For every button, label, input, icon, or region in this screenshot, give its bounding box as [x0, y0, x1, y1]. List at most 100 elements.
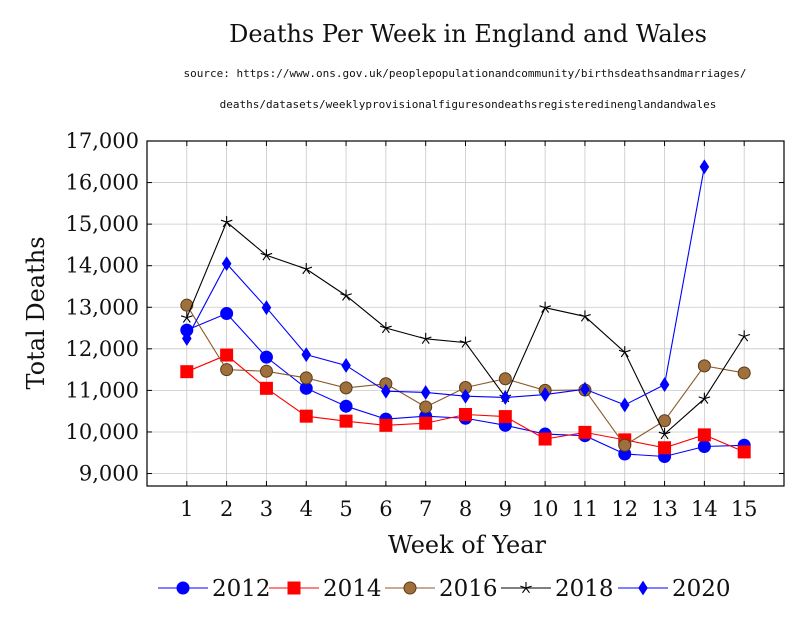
- legend-label: 2018: [555, 576, 614, 602]
- data-point-2016: [220, 363, 234, 377]
- data-point-2020: [580, 381, 590, 397]
- legend-marker: [520, 582, 532, 594]
- y-tick-label: 14,000: [66, 254, 139, 278]
- data-point-2012: [220, 307, 234, 320]
- data-point-2018: [738, 330, 751, 342]
- data-point-2018: [698, 392, 711, 404]
- y-tick-label: 17,000: [66, 129, 139, 153]
- chart-source-line-2: deaths/datasets/weeklyprovisionalfigures…: [220, 98, 717, 111]
- x-axis-ticks: 1 2 3 4 5 6 7 8 9 10 11 12 13 14 15: [180, 141, 758, 521]
- data-point-2018: [220, 216, 233, 228]
- x-tick-label: 2: [220, 497, 233, 521]
- legend-label: 2020: [672, 576, 731, 602]
- data-point-2018: [260, 249, 273, 261]
- data-point-2018: [539, 301, 552, 313]
- data-point-2014: [498, 410, 512, 424]
- data-point-2018: [419, 332, 432, 345]
- y-tick-label: 10,000: [66, 420, 139, 444]
- data-point-2020: [221, 256, 232, 272]
- data-point-2016: [498, 372, 512, 386]
- y-axis-label: Total Deaths: [22, 236, 50, 389]
- data-point-2020: [420, 385, 431, 400]
- x-tick-label: 1: [180, 497, 193, 521]
- data-point-2012: [697, 440, 711, 454]
- legend-label: 2016: [439, 576, 498, 602]
- legend-item-2016: 2016: [385, 576, 498, 602]
- series-layer: [180, 159, 751, 463]
- legend-item-2012: 2012: [158, 576, 271, 602]
- data-point-2018: [579, 310, 591, 322]
- data-point-2012: [339, 399, 353, 413]
- data-point-2014: [737, 445, 751, 459]
- series-2018: [180, 216, 751, 440]
- x-tick-label: 9: [499, 497, 512, 521]
- data-point-2014: [419, 416, 433, 430]
- y-tick-label: 16,000: [66, 171, 139, 195]
- series-2016: [180, 298, 751, 452]
- data-point-2020: [500, 390, 511, 405]
- data-point-2014: [459, 408, 472, 422]
- data-point-2020: [341, 358, 351, 373]
- data-point-2020: [261, 300, 272, 316]
- y-axis-ticks: 9,000 10,000 11,000 12,000 13,000 14,000 15,00…: [66, 129, 784, 486]
- data-point-2016: [737, 366, 751, 380]
- data-point-2014: [379, 418, 393, 432]
- chart-title: Deaths Per Week in England and Wales: [229, 20, 707, 48]
- data-point-2014: [578, 425, 592, 439]
- series-line-2020: [186, 166, 705, 406]
- legend-item-2020: 2020: [618, 576, 731, 602]
- data-point-2020: [659, 377, 670, 392]
- data-point-2012: [259, 350, 273, 364]
- data-point-2018: [618, 346, 631, 358]
- data-point-2018: [459, 336, 472, 348]
- x-axis-label: Week of Year: [388, 531, 547, 559]
- chart-source-line-1: source: https://www.ons.gov.uk/peoplepop…: [184, 67, 747, 80]
- data-point-2016: [299, 371, 313, 385]
- legend-label: 2014: [323, 576, 382, 602]
- x-tick-label: 7: [419, 497, 432, 521]
- legend-marker: [638, 580, 648, 596]
- x-tick-label: 8: [459, 497, 472, 521]
- data-point-2016: [180, 298, 194, 312]
- x-tick-label: 11: [572, 497, 599, 521]
- legend-marker: [403, 581, 417, 595]
- data-point-2014: [538, 432, 552, 446]
- legend: 2012 2014 2016 2018 2020: [158, 576, 731, 602]
- data-point-2020: [182, 331, 192, 346]
- data-point-2014: [339, 414, 353, 428]
- data-point-2020: [460, 388, 471, 404]
- legend-marker: [287, 581, 301, 595]
- data-point-2018: [379, 322, 392, 334]
- data-point-2020: [301, 347, 312, 363]
- data-point-2014: [220, 348, 234, 362]
- data-point-2020: [619, 397, 630, 413]
- grid: [147, 140, 784, 486]
- data-point-2020: [381, 383, 391, 399]
- data-point-2018: [658, 428, 671, 440]
- y-tick-label: 12,000: [66, 337, 139, 361]
- data-point-2014: [299, 409, 313, 423]
- x-tick-label: 4: [300, 497, 313, 521]
- x-tick-label: 3: [260, 497, 273, 521]
- data-point-2014: [180, 365, 194, 379]
- data-point-2018: [300, 263, 313, 275]
- x-tick-label: 13: [651, 497, 678, 521]
- data-point-2016: [419, 400, 433, 414]
- x-tick-label: 12: [611, 497, 638, 521]
- data-point-2016: [697, 359, 711, 373]
- legend-item-2014: 2014: [269, 576, 382, 602]
- x-tick-label: 6: [379, 497, 392, 521]
- data-point-2014: [697, 428, 711, 442]
- data-point-2020: [699, 159, 710, 175]
- y-tick-label: 15,000: [66, 212, 139, 236]
- data-point-2020: [540, 387, 550, 402]
- data-point-2014: [658, 441, 672, 455]
- y-tick-label: 13,000: [66, 295, 139, 319]
- legend-label: 2012: [212, 576, 271, 602]
- data-point-2016: [259, 364, 273, 378]
- y-tick-label: 9,000: [79, 462, 139, 486]
- x-tick-label: 15: [731, 497, 758, 521]
- data-point-2018: [180, 311, 193, 323]
